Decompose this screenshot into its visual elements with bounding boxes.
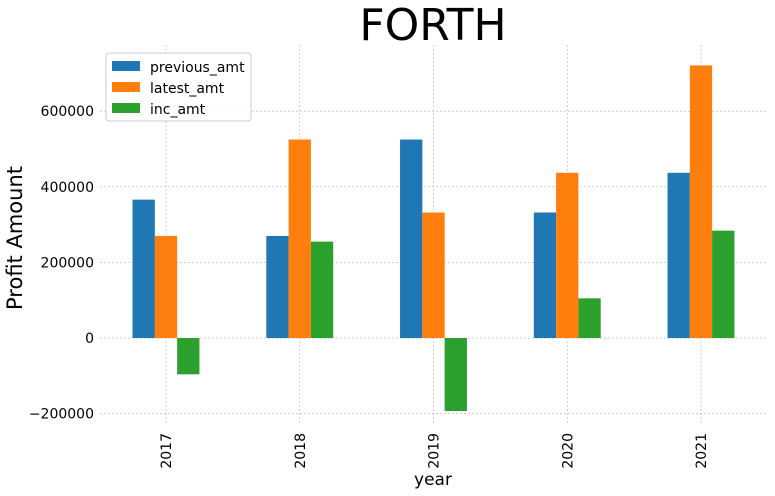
bar-previous_amt-2019	[400, 139, 423, 339]
bar-previous_amt-2021	[667, 172, 690, 339]
x-tick-label: 2019	[427, 433, 443, 469]
x-axis-label: year	[414, 470, 452, 490]
x-tick-label: 2020	[560, 433, 576, 469]
bars	[132, 65, 735, 412]
bar-latest_amt-2019	[422, 212, 445, 339]
legend-label-inc_amt: inc_amt	[150, 102, 206, 118]
bar-latest_amt-2017	[154, 235, 178, 339]
bar-latest_amt-2021	[689, 65, 713, 339]
y-tick-label: 400000	[41, 180, 94, 196]
legend-swatch-previous_amt	[112, 61, 140, 71]
y-tick-label: 200000	[41, 255, 94, 271]
bar-previous_amt-2020	[533, 212, 557, 339]
bar-inc_amt-2021	[712, 230, 735, 339]
legend-box	[105, 52, 252, 122]
bar-inc_amt-2017	[177, 338, 200, 375]
axes: −200000 0 200000 400000 600000 2017 2018 2019 20…	[29, 104, 710, 468]
y-tick-label: 0	[85, 331, 94, 347]
x-tick-label: 2018	[293, 433, 309, 469]
legend-swatch-inc_amt	[112, 103, 140, 113]
bar-latest_amt-2018	[288, 139, 311, 339]
bar-inc_amt-2018	[310, 241, 334, 339]
legend-swatch-latest_amt	[112, 82, 140, 92]
x-tick-label: 2021	[694, 433, 710, 469]
y-axis-label: Profit Amount	[3, 166, 27, 310]
y-tick-label: −200000	[29, 407, 94, 423]
x-tick-label: 2017	[159, 433, 175, 469]
legend-label-previous_amt: previous_amt	[150, 60, 245, 76]
bar-previous_amt-2018	[266, 235, 289, 339]
bar-inc_amt-2019	[444, 338, 467, 412]
legend-label-latest_amt: latest_amt	[150, 81, 225, 97]
bar-inc_amt-2020	[578, 298, 601, 339]
legend: previous_amt latest_amt inc_amt	[105, 52, 252, 122]
y-tick-label: 600000	[41, 104, 94, 120]
bar-previous_amt-2017	[132, 199, 155, 339]
chart-title: FORTH	[359, 0, 506, 51]
bar-latest_amt-2020	[556, 172, 579, 339]
